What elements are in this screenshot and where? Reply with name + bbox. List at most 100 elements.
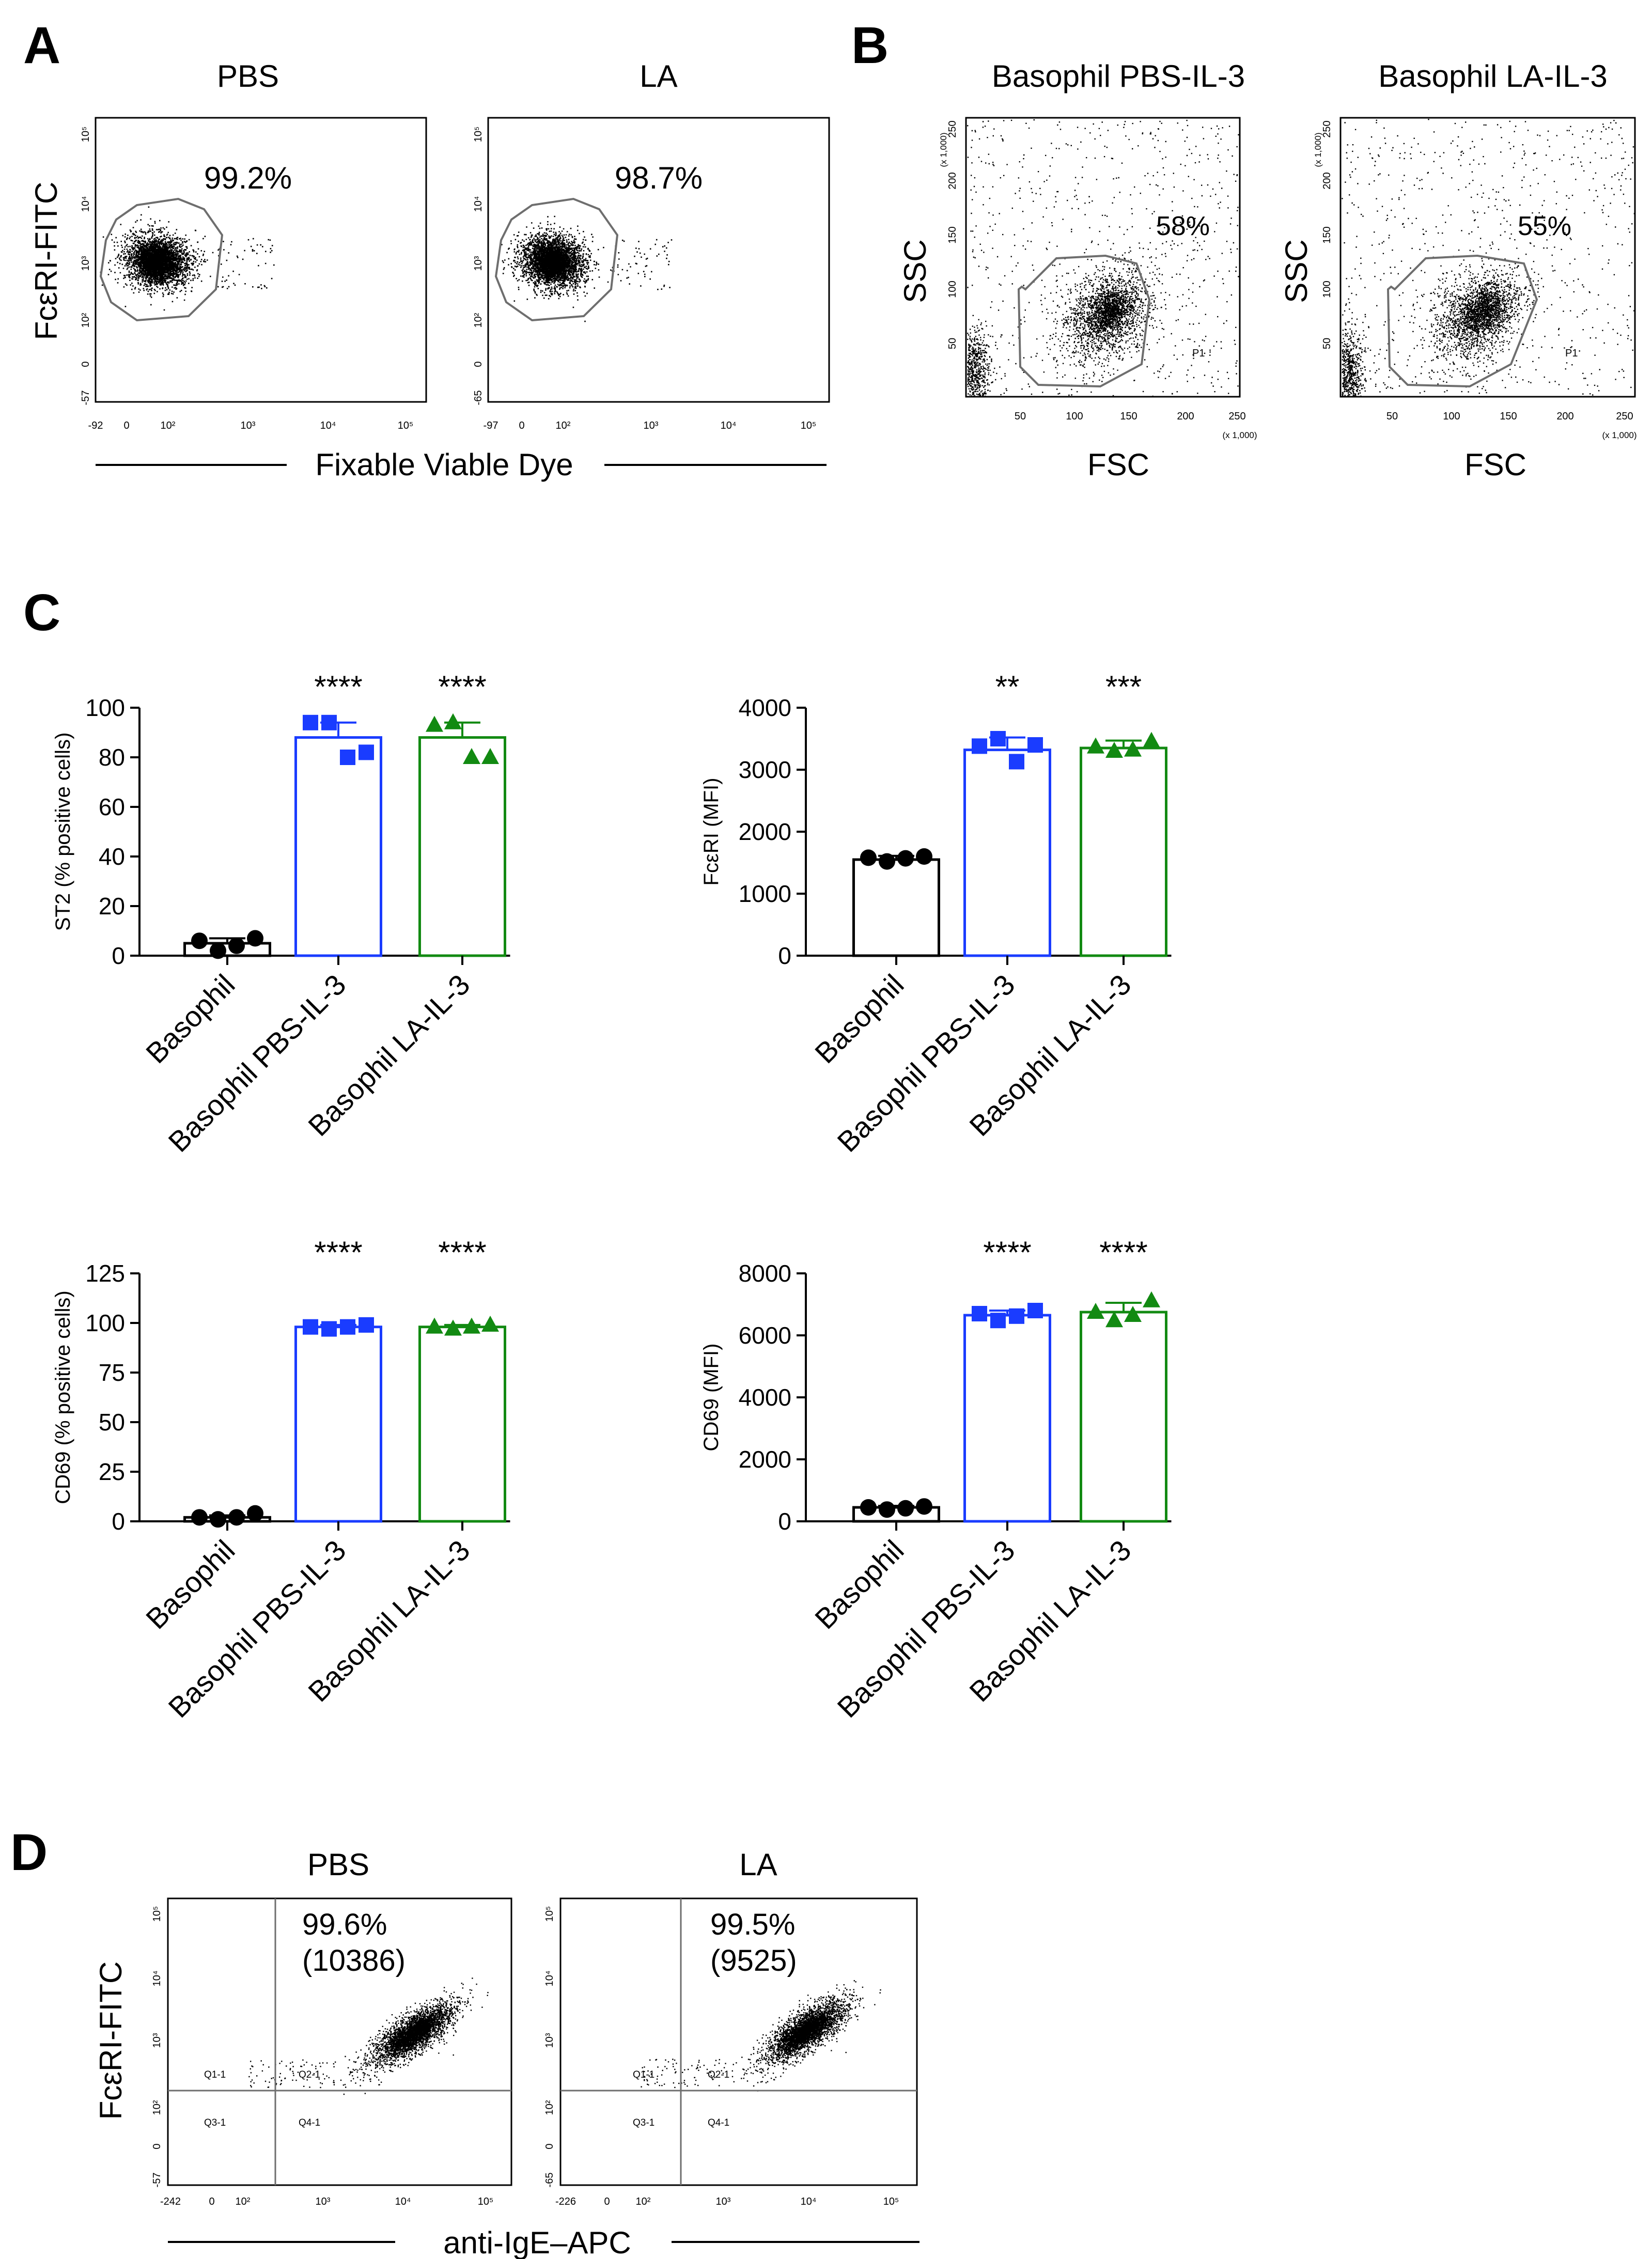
data-point [1087, 1303, 1104, 1319]
chart-3: 0 25 50 75 100 125 CD69 (% positive cells) Baso… [52, 1235, 510, 1724]
panel-b-plot1-ytick: 200 [947, 172, 958, 189]
panel-a-plot2-gate [494, 197, 619, 322]
panel-b-plot1-percent: 58% [1156, 211, 1210, 241]
panel-d-plot2-q1: Q1-1 [633, 2069, 654, 2080]
data-point [1105, 742, 1123, 758]
chart-1: 0 20 40 60 80 100 ST2 (% positive cells) Basoph… [52, 669, 510, 1158]
y-axis-label: ST2 (% positive cells) [52, 733, 74, 931]
panel-b-plot2-scale: (x 1,000) [1602, 430, 1637, 440]
panel-b-plot1-ytick: 100 [947, 281, 958, 298]
panel-a-plot2-ytick: -65 [473, 391, 484, 406]
data-point [897, 850, 914, 867]
significance-label: **** [983, 1235, 1031, 1270]
data-point [463, 1317, 480, 1334]
data-point [1124, 1306, 1142, 1322]
panel-a-plot2-sparse-events [610, 239, 673, 290]
panel-d-plot1-xtick: 10² [236, 2196, 251, 2207]
panel-d-plot2-events [641, 1980, 881, 2092]
panel-d-plot1-title: PBS [307, 1847, 369, 1882]
panel-b-plot1-scale: (x 1,000) [1222, 430, 1257, 440]
panel-d-plot2-title: LA [739, 1847, 777, 1882]
y-tick-label: 0 [112, 1508, 125, 1535]
data-point [210, 1511, 226, 1528]
panel-d-plot2-frame [559, 1897, 918, 2186]
panel-d-plot1-percent: 99.6% [302, 1908, 387, 1941]
significance-label: **** [314, 1235, 362, 1270]
panel-b-plot1-xtick: 50 [1015, 411, 1026, 422]
panel-a: PBS LA 99.2% 98.7% -92 0 10² 10³ 10⁴ 10⁵… [29, 59, 830, 482]
panel-b-plot1-population-core [1075, 274, 1153, 354]
panel-d: PBS LA Q1-1 Q2-1 Q3-1 Q4-1 Q1-1 Q2-1 Q3-… [93, 1847, 919, 2259]
y-tick-label: 6000 [739, 1322, 791, 1349]
panel-b-plot1-yscale: (x 1,000) [939, 132, 948, 167]
y-tick-label: 25 [99, 1458, 125, 1485]
panel-b-plot2-gate-label: P1 [1565, 348, 1578, 359]
panel-b-letter: B [851, 17, 889, 74]
panel-b-plot2-frame [1339, 117, 1636, 398]
y-axis-label: CD69 (% positive cells) [52, 1290, 74, 1504]
panel-d-plot2-ytick: 10³ [544, 2033, 555, 2048]
panel-d-plot2-sparse-events [641, 2059, 775, 2089]
panel-d-plot2-xtick: 10⁴ [801, 2196, 817, 2207]
bar [963, 749, 1051, 957]
data-point [303, 1319, 318, 1335]
panel-a-plot2-title: LA [640, 59, 677, 94]
data-point [191, 1509, 208, 1526]
panel-a-plot2-ytick: 10⁴ [473, 196, 484, 212]
panel-b-plot1-xtick: 150 [1120, 411, 1137, 422]
panel-d-plot2-mfi: (9525) [710, 1944, 797, 1977]
data-point [1143, 731, 1160, 748]
bar [418, 1326, 506, 1523]
panel-b-plot1-xtick: 250 [1228, 411, 1245, 422]
panel-d-plot2-percent: 99.5% [710, 1908, 795, 1941]
data-point [1009, 1308, 1024, 1324]
panel-d-plot2-xtick: 10² [636, 2196, 651, 2207]
bar [294, 736, 382, 957]
panel-a-plot1-sparse-events [217, 238, 275, 289]
panel-d-plot2-xtick: 0 [604, 2196, 610, 2207]
panel-d-plot1-xtick: 10⁵ [478, 2196, 494, 2207]
data-point [1143, 1291, 1160, 1307]
data-point [879, 1501, 895, 1518]
panel-a-plot2-xtick: 0 [519, 420, 524, 431]
category-label: Basophil [808, 1534, 910, 1635]
panel-d-plot1-xtick: 10⁴ [395, 2196, 411, 2207]
panel-b-plot1-ytick: 50 [947, 338, 958, 349]
data-point [990, 1313, 1006, 1329]
data-point [247, 930, 263, 947]
panel-d-plot1-events [248, 1977, 489, 2095]
panel-a-plot1-frame [95, 117, 427, 403]
data-point [860, 849, 877, 866]
panel-a-plot1-ytick: 10³ [80, 256, 91, 271]
data-point [359, 1317, 374, 1333]
data-point [972, 1306, 987, 1321]
panel-a-plot1-percent: 99.2% [204, 161, 292, 195]
category-label: Basophil [139, 968, 241, 1069]
data-point [990, 731, 1006, 746]
data-point [426, 715, 443, 732]
data-point [1124, 740, 1142, 757]
y-tick-label: 125 [85, 1260, 125, 1287]
data-point [444, 1319, 462, 1336]
panel-a-plot1-xtick: 10² [161, 420, 176, 431]
panel-b-plot2-xtick: 50 [1386, 411, 1398, 422]
data-point [1105, 1311, 1123, 1328]
data-point [1009, 754, 1024, 770]
y-tick-label: 8000 [739, 1260, 791, 1287]
y-tick-label: 60 [99, 793, 125, 820]
panel-b-plot1-ylabel: SSC [898, 239, 932, 303]
panel-b-plot1-ytick: 250 [947, 120, 958, 137]
panel-d-plot1-ytick: 10⁴ [151, 1971, 163, 1987]
panel-d-plot2-ytick: 10⁴ [544, 1971, 555, 1987]
panel-d-plot2-xtick: -226 [555, 2196, 576, 2207]
panel-a-plot2-ytick: 0 [473, 361, 484, 367]
data-point [426, 1317, 443, 1334]
panel-d-plot2-xtick: 10⁵ [883, 2196, 899, 2207]
y-axis-label: CD69 (MFI) [700, 1344, 723, 1452]
significance-label: *** [1105, 669, 1142, 704]
bar [1080, 746, 1167, 957]
panel-b-plot1-events [967, 119, 1239, 397]
panel-a-xaxis-label: Fixable Viable Dye [315, 447, 573, 482]
y-tick-label: 4000 [739, 1384, 791, 1411]
